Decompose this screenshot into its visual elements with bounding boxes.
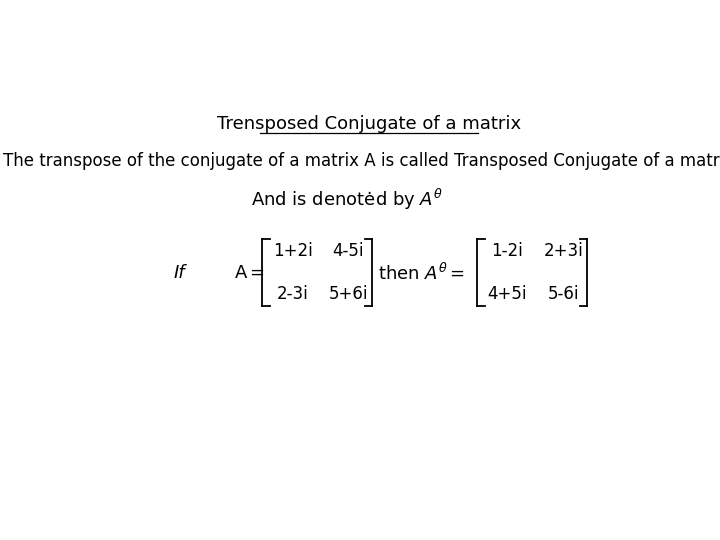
Text: And is denoted by $A^{\theta}$: And is denoted by $A^{\theta}$ [251, 187, 443, 212]
Text: .: . [366, 180, 372, 198]
Text: 5+6i: 5+6i [328, 285, 368, 303]
Text: 1-2i: 1-2i [492, 242, 523, 260]
Text: 4+5i: 4+5i [487, 285, 527, 303]
Text: The transpose of the conjugate of a matrix A is called Transposed Conjugate of a: The transpose of the conjugate of a matr… [4, 152, 720, 170]
Text: then $A^{\theta}=$: then $A^{\theta}=$ [379, 262, 466, 284]
Text: 2-3i: 2-3i [276, 285, 308, 303]
Text: 2+3i: 2+3i [544, 242, 583, 260]
Text: Trensposed Conjugate of a matrix: Trensposed Conjugate of a matrix [217, 114, 521, 133]
Text: 5-6i: 5-6i [547, 285, 579, 303]
Text: If: If [174, 264, 185, 282]
Text: A$=$: A$=$ [233, 264, 264, 282]
Text: 4-5i: 4-5i [333, 242, 364, 260]
Text: 1+2i: 1+2i [273, 242, 312, 260]
